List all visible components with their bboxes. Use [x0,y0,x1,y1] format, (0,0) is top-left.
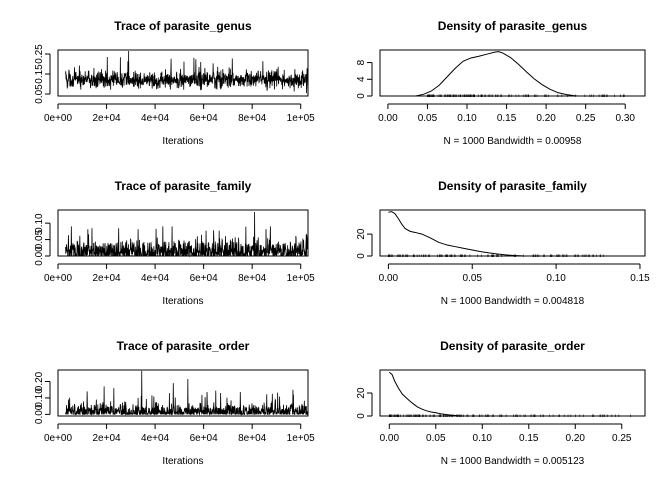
trace-line [65,370,309,416]
x-tick-label: 1e+05 [287,113,316,124]
density-curve [388,211,523,257]
y-tick-label: 0.00 [34,246,45,266]
x-tick-label: 0.25 [576,113,596,124]
y-tick-label: 0.05 [34,84,45,104]
density-curve [415,51,578,97]
x-tick-label: 0.20 [536,113,556,124]
x-tick-label: 4e+04 [141,273,170,284]
x-tick-label: 6e+04 [190,433,219,444]
x-tick-label: 2e+04 [92,433,121,444]
x-tick-label: 0e+00 [44,273,73,284]
x-tick-label: 0.05 [463,273,483,284]
y-tick-label: 20 [356,228,367,240]
y-tick-label: 0.00 [34,404,45,424]
x-tick-label: 1e+05 [287,273,316,284]
panel-2: Density of parasite_genus N = 1000 Bandwi… [356,19,646,147]
plot-frame [57,209,309,257]
x-tick-label: 0.15 [630,273,650,284]
x-tick-label: 0e+00 [44,113,73,124]
x-axis-label: N = 1000 Bandwidth = 0.00958 [444,136,582,147]
x-tick-label: 8e+04 [238,113,267,124]
x-tick-label: 0.10 [457,113,477,124]
x-axis-label: Iterations [162,136,203,147]
panel-6: Density of parasite_order N = 1000 Bandwi… [356,339,646,467]
y-tick-label: 4 [356,76,367,82]
x-tick-label: 0.05 [426,433,446,444]
x-tick-label: 0.25 [612,433,632,444]
y-tick-label: 0 [356,413,367,419]
density-curve [388,371,464,417]
x-tick-label: 0.00 [380,433,400,444]
x-tick-label: 0.00 [378,113,398,124]
panel-4: Density of parasite_family N = 1000 Bandw… [356,179,650,307]
panel-3: Trace of parasite_family Iterations 0e+00 2… [34,179,315,307]
y-tick-label: 0 [356,93,367,99]
trace-line [65,50,309,94]
x-tick-label: 0e+00 [44,433,73,444]
x-axis-label: Iterations [162,296,203,307]
y-tick-label: 0.10 [34,213,45,233]
panel-1: Trace of parasite_genus Iterations 0e+00 2e… [34,19,315,147]
panel-title: Density of parasite_family [438,179,587,193]
x-tick-label: 6e+04 [190,273,219,284]
x-tick-label: 0.15 [497,113,517,124]
panel-title: Trace of parasite_family [115,179,252,193]
x-tick-label: 0.30 [615,113,635,124]
x-axis-label: Iterations [162,456,203,467]
plot-frame [379,369,646,417]
x-tick-label: 4e+04 [141,433,170,444]
y-tick-label: 0.25 [34,44,45,64]
x-tick-label: 0.00 [379,273,399,284]
plot-frame [57,49,309,97]
x-tick-label: 2e+04 [92,113,121,124]
x-tick-label: 6e+04 [190,113,219,124]
y-tick-label: 8 [356,59,367,65]
x-tick-label: 0.05 [418,113,438,124]
y-tick-label: 20 [356,387,367,399]
x-tick-label: 8e+04 [238,273,267,284]
y-tick-label: 0 [356,253,367,259]
panel-title: Trace of parasite_order [117,339,250,353]
panel-title: Density of parasite_order [440,339,585,353]
x-tick-label: 8e+04 [238,433,267,444]
x-axis-label: N = 1000 Bandwidth = 0.004818 [441,296,585,307]
panel-title: Trace of parasite_genus [114,19,252,33]
plot-frame [57,369,309,417]
panel-5: Trace of parasite_order Iterations 0e+00 2e… [34,339,315,467]
panel-title: Density of parasite_genus [438,19,588,33]
x-tick-label: 2e+04 [92,273,121,284]
plot-frame [379,209,646,257]
y-tick-label: 0.15 [34,64,45,84]
x-tick-label: 0.10 [546,273,566,284]
x-tick-label: 4e+04 [141,113,170,124]
x-tick-label: 0.20 [566,433,586,444]
plot-frame [379,49,646,97]
x-axis-label: N = 1000 Bandwidth = 0.005123 [441,456,585,467]
x-tick-label: 0.15 [519,433,539,444]
x-tick-label: 0.10 [473,433,493,444]
x-tick-label: 1e+05 [287,433,316,444]
y-tick-label: 0.05 [34,229,45,249]
y-tick-label: 0.20 [34,371,45,391]
y-tick-label: 0.10 [34,388,45,408]
